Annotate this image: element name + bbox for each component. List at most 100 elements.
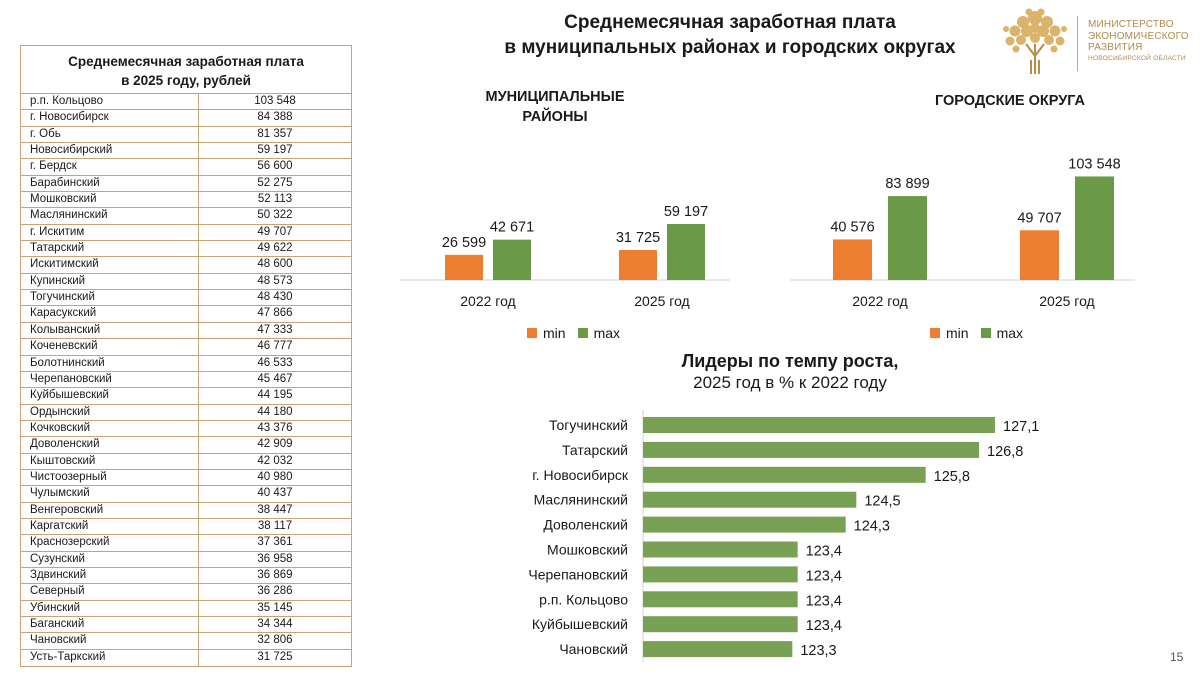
table-row: Сузунский 36 958 — [21, 551, 351, 568]
table-row: Коченевский 46 777 — [21, 339, 351, 356]
table-row: Ордынский 44 180 — [21, 404, 351, 421]
logo-line3: РАЗВИТИЯ — [1088, 42, 1143, 53]
growth-category-label: Татарский — [562, 442, 628, 458]
row-value: 52 275 — [257, 176, 293, 189]
row-value: 47 333 — [257, 323, 293, 336]
row-name: Кыштовский — [21, 453, 199, 469]
districts-title: МУНИЦИПАЛЬНЫЕ РАЙОНЫ — [470, 87, 640, 127]
bar-min — [619, 250, 657, 280]
row-value: 50 322 — [257, 209, 293, 222]
growth-title: Лидеры по темпу роста, 2025 год в % к 20… — [600, 350, 980, 394]
table-row: р.п. Кольцово 103 548 — [21, 94, 351, 111]
row-value: 37 361 — [257, 536, 293, 549]
districts-title-line2: РАЙОНЫ — [522, 109, 588, 125]
table-row: Венгеровский 38 447 — [21, 502, 351, 519]
row-name: Ордынский — [21, 404, 199, 420]
table-row: Доволенский 42 909 — [21, 437, 351, 454]
growth-bar — [643, 417, 995, 433]
table-row: г. Искитим 49 707 — [21, 224, 351, 242]
row-name: Татарский — [21, 241, 199, 257]
row-name: Мошковский — [21, 192, 199, 208]
table-row: Усть-Таркский 31 725 — [21, 649, 351, 667]
growth-value-label: 123,4 — [806, 593, 842, 609]
logo-line2: ЭКОНОМИЧЕСКОГО — [1088, 30, 1189, 42]
growth-category-label: Маслянинский — [534, 492, 628, 508]
table-row: Кыштовский 42 032 — [21, 453, 351, 470]
row-name: Искитимский — [21, 257, 199, 273]
table-row: Колыванский 47 333 — [21, 322, 351, 340]
row-value: 48 573 — [257, 274, 293, 287]
table-body: р.п. Кольцово 103 548 г. Новосибирск 84 388… — [21, 94, 351, 667]
table-row: Барабинский 52 275 — [21, 175, 351, 193]
row-name: Новосибирский — [21, 143, 199, 159]
row-value: 31 725 — [257, 650, 293, 663]
cities-chart: 40 576 83 899 2022 год 49 707 103 548 2025 го… — [790, 156, 1135, 309]
data-label: 31 725 — [616, 230, 660, 246]
growth-value-label: 123,4 — [806, 544, 842, 560]
table-row: Чановский 32 806 — [21, 633, 351, 650]
row-value: 36 869 — [257, 568, 293, 581]
row-value: 49 622 — [257, 242, 293, 255]
row-value: 45 467 — [257, 372, 293, 385]
row-value: 56 600 — [257, 160, 293, 173]
table-row: г. Новосибирск 84 388 — [21, 110, 351, 127]
legend-min-label: min — [543, 325, 566, 341]
bar-max — [1075, 176, 1114, 280]
table-row: Новосибирский 59 197 — [21, 143, 351, 160]
bar-max — [667, 224, 705, 280]
growth-bar — [643, 541, 798, 558]
row-name: р.п. Кольцово — [21, 94, 199, 110]
row-value: 38 447 — [257, 503, 293, 516]
row-name: г. Новосибирск — [21, 110, 199, 126]
legend-max-label: max — [593, 325, 621, 341]
table-row: Тогучинский 48 430 — [21, 290, 351, 307]
row-name: Барабинский — [21, 175, 199, 192]
growth-bar — [643, 441, 979, 458]
ministry-logo: МИНИСТЕРСТВО ЭКОНОМИЧЕСКОГО РАЗВИТИЯ НОВ… — [996, 4, 1192, 76]
row-value: 44 195 — [257, 389, 293, 402]
row-name: Сузунский — [21, 551, 199, 567]
legend-min-swatch — [930, 328, 940, 338]
row-value: 36 958 — [257, 552, 293, 565]
row-value: 43 376 — [257, 421, 293, 434]
districts-title-line1: МУНИЦИПАЛЬНЫЕ — [485, 89, 625, 105]
row-value: 81 357 — [257, 127, 293, 140]
row-name: Чановский — [21, 633, 199, 649]
bar-max — [493, 239, 531, 280]
row-name: Болотнинский — [21, 355, 199, 371]
table-row: Здвинский 36 869 — [21, 567, 351, 585]
row-name: Кочковский — [21, 420, 199, 437]
row-name: Карасукский — [21, 306, 199, 322]
table-row: Северный 36 286 — [21, 584, 351, 601]
table-row: Черепановский 45 467 — [21, 371, 351, 389]
row-value: 42 032 — [257, 454, 293, 467]
cities-title: ГОРОДСКИЕ ОКРУГА — [934, 93, 1086, 109]
row-value: 42 909 — [257, 438, 293, 451]
table-row: Кочковский 43 376 — [21, 420, 351, 438]
data-label: 26 599 — [442, 235, 486, 251]
page-title: Среднемесячная заработная плата в муници… — [430, 10, 1030, 60]
row-value: 84 388 — [257, 111, 293, 124]
legend-max-label: max — [996, 325, 1024, 341]
data-label: 40 576 — [830, 219, 874, 235]
table-title-line1: Среднемесячная заработная плата — [68, 54, 304, 69]
growth-category-label: Куйбышевский — [532, 616, 628, 632]
table-row: Чулымский 40 437 — [21, 486, 351, 503]
logo-text: МИНИСТЕРСТВО ЭКОНОМИЧЕСКОГО РАЗВИТИЯ НОВ… — [1088, 19, 1189, 63]
row-name: Маслянинский — [21, 208, 199, 224]
growth-bar — [643, 641, 793, 658]
row-value: 32 806 — [257, 634, 293, 647]
row-name: Венгеровский — [21, 502, 199, 518]
legend-min-label: min — [946, 325, 969, 341]
row-value: 47 866 — [257, 307, 293, 320]
growth-category-label: р.п. Кольцово — [539, 591, 628, 607]
growth-value-label: 126,8 — [987, 444, 1023, 460]
row-value: 52 113 — [257, 193, 293, 206]
table-row: Болотнинский 46 533 — [21, 355, 351, 372]
growth-bar — [643, 491, 857, 508]
data-label: 42 671 — [490, 220, 534, 236]
table-row: Искитимский 48 600 — [21, 257, 351, 274]
growth-category-label: Тогучинский — [549, 417, 628, 433]
growth-category-label: Черепановский — [528, 566, 628, 582]
